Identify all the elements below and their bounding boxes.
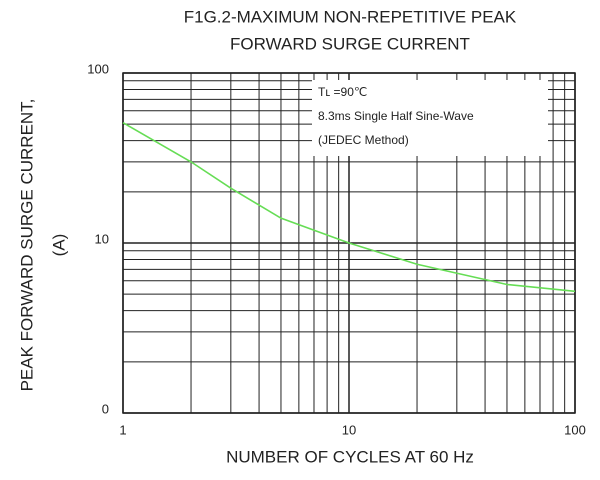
x-tick-label: 10 [342,422,356,437]
annotation-box [312,80,548,156]
plot-frame [122,72,576,414]
series-line [122,122,576,293]
x-tick-label: 1 [119,422,126,437]
annotation: 8.3ms Single Half Sine-Wave [318,109,474,123]
y-tick-label: 10 [95,231,109,246]
annotation: Tʟ =90℃ [318,85,367,99]
y-axis-label: (A) [49,234,68,257]
y-tick-label: 0 [102,401,109,416]
y-tick-label: 100 [87,61,109,76]
annotation: (JEDEC Method) [318,133,409,147]
y-axis-label: PEAK FORWARD SURGE CURRENT, [17,99,36,392]
x-tick-label: 100 [564,422,586,437]
chart-title: F1G.2-MAXIMUM NON-REPETITIVE PEAK [184,7,517,26]
chart-title: FORWARD SURGE CURRENT [230,34,470,53]
x-axis-label: NUMBER OF CYCLES AT 60 Hz [226,447,474,466]
